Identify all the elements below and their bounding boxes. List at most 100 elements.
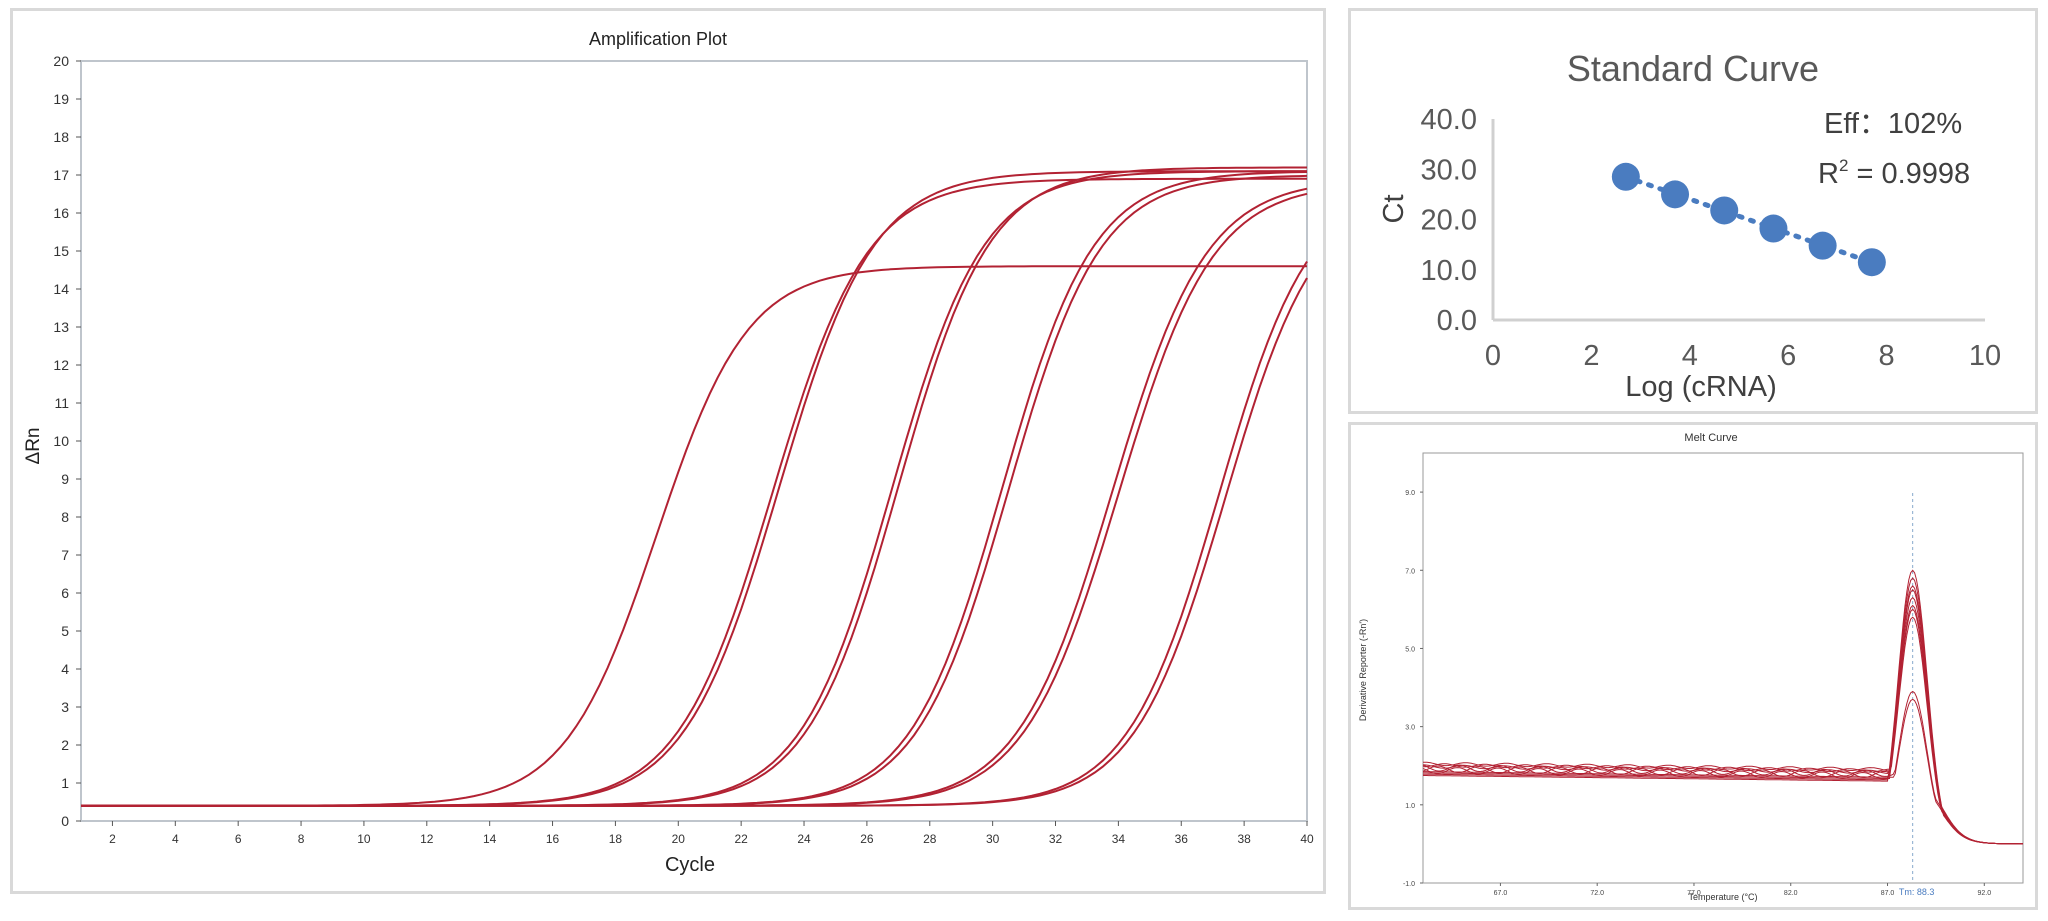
x-tick-label: 10 (357, 832, 371, 846)
efficiency-annotation: Eff：102% (1824, 108, 1962, 140)
melt-curve (1423, 589, 2023, 845)
x-tick-label: 12 (420, 832, 434, 846)
y-tick-label: 8 (61, 509, 69, 525)
standard-curve-panel: Standard Curve Log (cRNA) Ct Eff：102% R2… (1348, 8, 2038, 414)
x-tick-label: 4 (172, 832, 179, 846)
x-tick-label: 28 (923, 832, 937, 846)
y-tick-label: 20 (53, 53, 69, 69)
y-tick-label: 3 (61, 699, 69, 715)
y-tick-label: 3.0 (1405, 725, 1415, 732)
data-point (1808, 231, 1837, 260)
y-axis-label: Ct (1378, 195, 1410, 224)
standard-curve-chart: Standard Curve Log (cRNA) Ct Eff：102% R2… (1378, 48, 2001, 403)
melt-curve (1422, 585, 2023, 845)
y-tick-label: 14 (53, 281, 69, 297)
data-point (1710, 196, 1739, 225)
melt-curve (1423, 608, 2023, 845)
x-tick-label: 24 (797, 832, 811, 846)
y-axis-label: Derivative Reporter (-Rn') (1358, 619, 1368, 721)
x-tick-label: 36 (1175, 832, 1189, 846)
y-tick-label: 6 (61, 585, 69, 601)
x-tick-label: 2 (1583, 340, 1599, 372)
amplification-curve (81, 177, 1307, 807)
melt-curve (1422, 577, 2023, 845)
tm-label: Tm: 88.3 (1899, 887, 1935, 897)
melt-curve (1422, 604, 2023, 845)
amplification-curve (81, 265, 1307, 807)
x-tick-label: 38 (1237, 832, 1251, 846)
y-tick-label: 9.0 (1405, 490, 1415, 497)
y-tick-label: 4 (61, 661, 69, 677)
data-point (1611, 162, 1640, 191)
chart-title: Amplification Plot (589, 29, 727, 49)
y-tick-label: -1.0 (1403, 881, 1415, 888)
x-tick-label: 10 (1969, 340, 2001, 372)
x-tick-label: 8 (298, 832, 305, 846)
y-tick-label: 9 (61, 471, 69, 487)
y-tick-label: 19 (53, 91, 69, 107)
melt-curve (1422, 616, 2023, 845)
y-tick-label: 10 (53, 433, 69, 449)
y-tick-label: 7.0 (1405, 568, 1415, 575)
amplification-curve (81, 260, 1308, 807)
x-tick-label: 20 (672, 832, 686, 846)
y-tick-label: 40.0 (1421, 104, 1477, 136)
chart-title: Melt Curve (1684, 432, 1737, 444)
x-tick-label: 4 (1682, 340, 1698, 372)
amplification-curve (81, 174, 1308, 807)
y-tick-label: 10.0 (1421, 255, 1477, 287)
x-tick-label: 26 (860, 832, 874, 846)
y-tick-label: 13 (53, 319, 69, 335)
y-tick-label: 0 (61, 813, 69, 829)
y-tick-label: 7 (61, 547, 69, 563)
x-tick-label: 16 (546, 832, 560, 846)
data-point (1857, 248, 1886, 277)
melt-curve (1422, 596, 2023, 845)
x-axis-label: Cycle (665, 854, 715, 876)
x-tick-label: 6 (1780, 340, 1796, 372)
y-tick-label: 30.0 (1421, 154, 1477, 186)
y-tick-label: 5 (61, 623, 69, 639)
x-tick-label: 67.0 (1494, 890, 1508, 897)
x-tick-label: 30 (986, 832, 1000, 846)
y-tick-label: 15 (53, 243, 69, 259)
x-tick-label: 92.0 (1977, 890, 1991, 897)
data-point (1661, 180, 1690, 209)
amplification-plot-panel: Amplification Plot Cycle ΔRn 2 4 6 8 10 12 14 1… (10, 8, 1326, 894)
amplification-plot-chart: Amplification Plot Cycle ΔRn 2 4 6 8 10 12 14 1… (23, 29, 1314, 876)
amplification-curve (81, 277, 1308, 807)
chart-title: Standard Curve (1567, 48, 1819, 89)
y-tick-label: 1 (61, 775, 69, 791)
melt-curve (1423, 698, 2023, 845)
plot-area (1422, 452, 2024, 884)
x-tick-label: 22 (734, 832, 748, 846)
x-tick-label: 32 (1049, 832, 1063, 846)
amplification-curve (81, 187, 1308, 807)
x-tick-label: 34 (1112, 832, 1126, 846)
data-point (1759, 214, 1788, 243)
y-tick-label: 0.0 (1437, 305, 1477, 337)
r-squared-annotation: R2 = 0.9998 (1818, 156, 1970, 190)
x-tick-label: 40 (1300, 832, 1314, 846)
x-tick-label: 77.0 (1687, 890, 1701, 897)
y-tick-label: 20.0 (1421, 205, 1477, 237)
y-axis-label: ΔRn (23, 428, 44, 465)
x-axis-label: Temperature (°C) (1688, 892, 1757, 902)
x-tick-label: 14 (483, 832, 497, 846)
x-tick-label: 87.0 (1881, 890, 1895, 897)
x-tick-label: 2 (109, 832, 116, 846)
x-axis-label: Log (cRNA) (1625, 371, 1777, 403)
melt-curve-panel: Melt Curve Temperature (°C) Derivative R… (1348, 422, 2038, 910)
melt-curve (1422, 690, 2023, 845)
y-tick-label: 1.0 (1405, 803, 1415, 810)
x-tick-label: 82.0 (1784, 890, 1798, 897)
amplification-curve (81, 166, 1307, 807)
y-tick-label: 12 (53, 357, 69, 373)
y-tick-label: 5.0 (1405, 646, 1415, 653)
x-tick-label: 8 (1879, 340, 1895, 372)
melt-curve (1423, 569, 2023, 845)
x-tick-label: 18 (609, 832, 623, 846)
y-tick-label: 11 (54, 395, 69, 411)
y-tick-label: 2 (61, 737, 69, 753)
x-tick-label: 0 (1485, 340, 1501, 372)
